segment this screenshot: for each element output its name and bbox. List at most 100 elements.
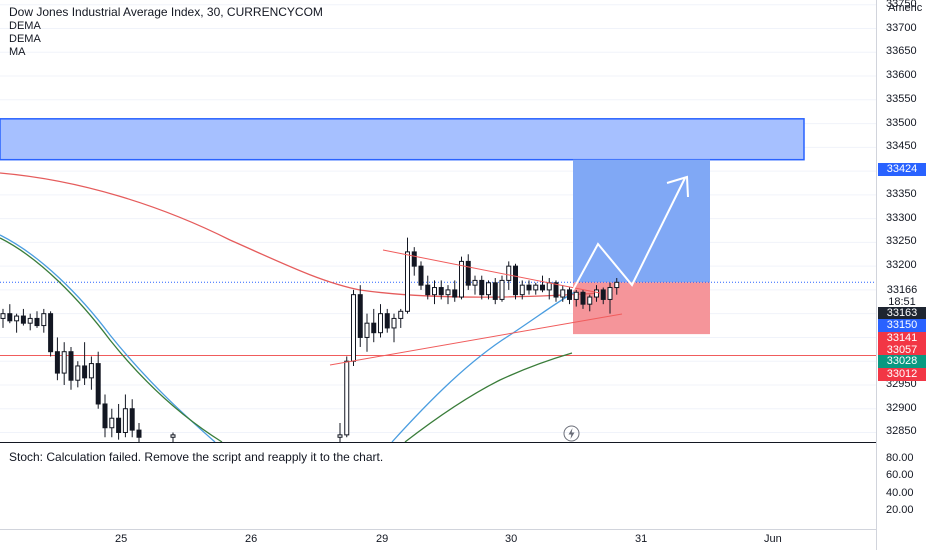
- candle: [425, 275, 431, 300]
- projection-arrow-head[interactable]: [666, 175, 689, 198]
- candle: [398, 308, 404, 328]
- candle: [54, 337, 60, 381]
- candle: [88, 356, 94, 390]
- candle: [513, 263, 518, 300]
- price-tick-label: 33550: [886, 92, 917, 105]
- price-tag[interactable]: 33424: [878, 163, 926, 176]
- candle: [61, 342, 67, 385]
- candle: [344, 356, 350, 438]
- candle: [533, 282, 539, 295]
- price-tick-label: 33500: [886, 116, 917, 129]
- candle: [492, 278, 498, 305]
- candle: [560, 285, 566, 302]
- candle: [68, 346, 74, 390]
- supply-zone[interactable]: [0, 118, 805, 161]
- candle: [465, 254, 471, 290]
- candle: [371, 308, 377, 343]
- price-tick-label: 33650: [886, 45, 917, 58]
- candle: [41, 308, 47, 333]
- candle: [486, 280, 491, 300]
- candle: [95, 351, 101, 409]
- price-tag[interactable]: 18:51: [878, 296, 926, 309]
- candle: [27, 313, 33, 331]
- projection-arrow-path[interactable]: [572, 177, 686, 291]
- candle: [432, 280, 437, 305]
- candle: [109, 408, 115, 438]
- candle: [567, 287, 572, 305]
- oscillator-tick-label: 40.00: [886, 486, 914, 499]
- candle: [102, 394, 108, 438]
- price-tick-label: 32850: [886, 425, 917, 438]
- price-tag[interactable]: 33166: [878, 284, 926, 297]
- time-tick-label: 31: [635, 533, 648, 545]
- candle: [129, 399, 135, 438]
- candle: [580, 289, 586, 309]
- oscillator-tick-label: 80.00: [886, 452, 914, 465]
- candle: [357, 285, 363, 347]
- candle: [7, 304, 13, 324]
- price-tag[interactable]: 33163: [878, 307, 926, 320]
- price-tag[interactable]: 33150: [878, 319, 926, 332]
- price-tag[interactable]: 33012: [878, 368, 926, 381]
- candle: [499, 275, 505, 302]
- candle: [34, 311, 40, 328]
- time-tick-label: 25: [115, 533, 128, 545]
- price-tick-label: 33250: [886, 235, 917, 248]
- candle: [20, 308, 26, 326]
- candle: [14, 313, 20, 333]
- candle: [75, 361, 81, 388]
- price-tag[interactable]: 33057: [878, 344, 926, 357]
- candle: [472, 275, 478, 295]
- candle: [614, 278, 620, 295]
- candle: [364, 313, 370, 352]
- candle: [384, 308, 390, 333]
- chart-title: Dow Jones Industrial Average Index, 30, …: [9, 5, 323, 19]
- candle: [506, 261, 512, 290]
- price-tag[interactable]: 33141: [878, 332, 926, 345]
- candle: [0, 308, 6, 328]
- candle: [573, 289, 579, 307]
- candle: [587, 294, 593, 312]
- candle: [594, 285, 599, 302]
- dema-green-line: [0, 237, 573, 443]
- trendline-lower[interactable]: [329, 313, 623, 366]
- price-tick-label: 33700: [886, 21, 917, 34]
- price-tick-label: 33450: [886, 140, 917, 153]
- trendline-upper[interactable]: [382, 249, 601, 294]
- candle: [600, 287, 606, 305]
- indicator-legend-dema-1[interactable]: DEMA: [9, 20, 41, 32]
- time-tick-label: 30: [505, 533, 518, 545]
- lightning-icon[interactable]: [563, 425, 580, 442]
- indicator-legend-ma[interactable]: MA: [9, 46, 26, 58]
- price-tick-label: 33300: [886, 211, 917, 224]
- candle: [519, 280, 525, 300]
- price-tag[interactable]: 33028: [878, 355, 926, 368]
- long-position-stop[interactable]: [573, 282, 710, 335]
- oscillator-tick-label: 60.00: [886, 469, 914, 482]
- price-axis[interactable]: [876, 0, 932, 550]
- candle: [405, 237, 410, 314]
- oscillator-divider[interactable]: [0, 442, 876, 443]
- candle: [438, 280, 444, 300]
- price-tick-label: 33750: [886, 0, 917, 10]
- oscillator-tick-label: 20.00: [886, 503, 914, 516]
- candle: [411, 247, 417, 276]
- price-tick-label: 33600: [886, 69, 917, 82]
- candle: [48, 311, 54, 357]
- candle: [136, 422, 142, 442]
- candle: [337, 422, 343, 442]
- ma-line: [0, 172, 601, 298]
- candle: [459, 256, 464, 300]
- candles: [0, 237, 620, 442]
- candle: [607, 282, 613, 314]
- stoch-error-message: Stoch: Calculation failed. Remove the sc…: [9, 450, 384, 464]
- price-tick-label: 32900: [886, 401, 917, 414]
- candle: [526, 280, 532, 295]
- price-tick-label: 33350: [886, 187, 917, 200]
- time-tick-label: Jun: [764, 533, 782, 545]
- candle: [418, 261, 424, 290]
- candle: [170, 432, 176, 442]
- candle: [378, 304, 383, 338]
- indicator-legend-dema-2[interactable]: DEMA: [9, 33, 41, 45]
